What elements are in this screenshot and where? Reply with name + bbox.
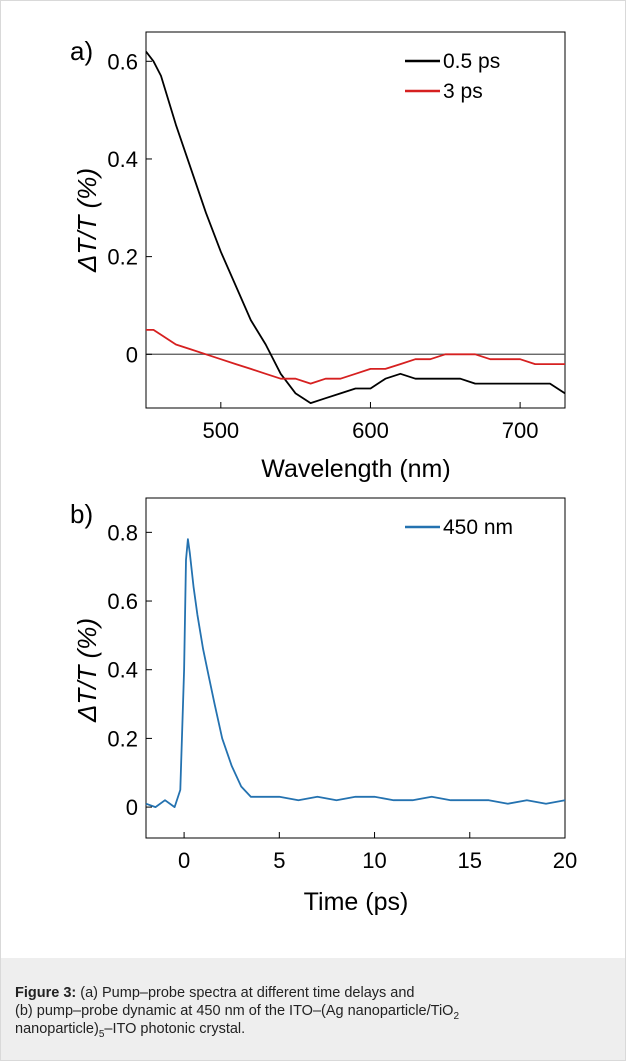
- panel-a-ticks: 500 600 700 0 0.2 0.4 0.6: [107, 49, 538, 443]
- series-line-0: [145, 538, 566, 808]
- y-tick-label: 0: [126, 795, 138, 820]
- panel-b-ylabel: ΔT/T (%): [72, 618, 102, 723]
- caption-label: Figure 3:: [15, 985, 77, 1001]
- panel-a-xlabel: Wavelength (nm): [261, 455, 450, 483]
- x-tick-label: 700: [502, 418, 539, 443]
- caption-subscript-5: 5: [98, 1028, 105, 1040]
- figure-caption: Figure 3: (a) Pump–probe spectra at diff…: [15, 984, 615, 1040]
- caption-line-3b: –ITO photonic crystal.: [104, 1021, 246, 1037]
- panel-a-ylabel: ΔT/T (%): [72, 168, 102, 273]
- caption-line-3a: nanoparticle): [15, 1021, 99, 1037]
- x-tick-label: 20: [553, 848, 577, 873]
- caption-box: Figure 3: (a) Pump–probe spectra at diff…: [1, 958, 625, 1060]
- y-tick-label: 0.2: [107, 726, 138, 751]
- x-tick-label: 10: [362, 848, 386, 873]
- y-tick-label: 0.4: [107, 147, 138, 172]
- y-tick-label: 0.6: [107, 49, 138, 74]
- series-line-1: [146, 329, 565, 385]
- caption-line-2: (b) pump–probe dynamic at 450 nm of the …: [15, 1003, 454, 1019]
- y-tick-label: 0: [126, 342, 138, 367]
- y-tick-label: 0.8: [107, 520, 138, 545]
- x-tick-label: 0: [178, 848, 190, 873]
- x-tick-label: 15: [458, 848, 482, 873]
- panel-b-legend: 450 nm: [405, 516, 513, 539]
- panel-b-label: b): [70, 499, 93, 529]
- panel-a-plot-area: [145, 31, 566, 409]
- panel-a-label: a): [70, 36, 93, 66]
- y-tick-label: 0.2: [107, 245, 138, 270]
- panel-b-plot-area: [145, 497, 566, 839]
- series-line-0: [145, 50, 566, 404]
- x-tick-label: 500: [202, 418, 239, 443]
- legend-label: 3 ps: [443, 80, 483, 103]
- panel-b-series-group: [145, 538, 566, 808]
- panel-b: 0 5 10 15 20 0 0.2 0.4 0.6 0.8 b) Time (ps) ΔT/T …: [70, 497, 577, 916]
- panel-b-xlabel: Time (ps): [304, 888, 409, 916]
- y-tick-label: 0.4: [107, 658, 138, 683]
- y-tick-label: 0.6: [107, 589, 138, 614]
- panel-b-ticks: 0 5 10 15 20 0 0.2 0.4 0.6 0.8: [107, 520, 577, 873]
- caption-line-1: (a) Pump–probe spectra at different time…: [76, 985, 415, 1001]
- legend-label: 450 nm: [443, 516, 513, 539]
- panel-a-series-group: [145, 50, 566, 404]
- legend-label: 0.5 ps: [443, 50, 500, 73]
- panel-a-legend: 0.5 ps 3 ps: [405, 50, 500, 103]
- panel-a: 500 600 700 0 0.2 0.4 0.6 a) Wavelength (nm) Δ…: [70, 31, 566, 483]
- x-tick-label: 600: [352, 418, 389, 443]
- x-tick-label: 5: [273, 848, 285, 873]
- caption-subscript-2: 2: [453, 1010, 460, 1022]
